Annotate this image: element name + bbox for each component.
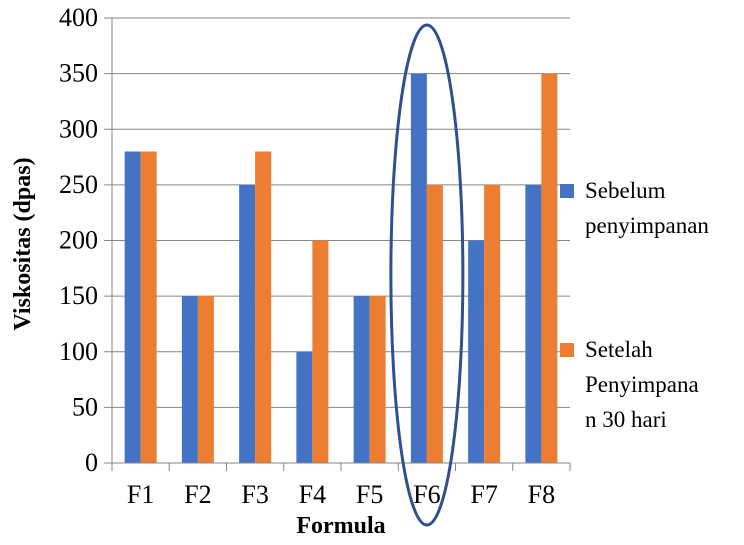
y-tick-label: 200 bbox=[59, 226, 98, 255]
y-tick-label: 50 bbox=[72, 392, 98, 421]
bar-f1-series-2 bbox=[140, 151, 157, 463]
legend: Sebelum penyimpanan Setelah Penyimpana n 30 … bbox=[560, 178, 709, 432]
bar-f3-series-1 bbox=[239, 184, 256, 463]
y-tick-label: 0 bbox=[85, 448, 98, 477]
y-tick-label: 100 bbox=[59, 337, 98, 366]
gridlines bbox=[112, 17, 570, 408]
x-tick-label-f3: F3 bbox=[241, 480, 268, 509]
bar-f4-series-2 bbox=[312, 240, 329, 463]
highlight-ellipse-f6 bbox=[389, 23, 465, 527]
bar-f8-series-2 bbox=[541, 73, 558, 463]
y-tick-label: 150 bbox=[59, 281, 98, 310]
legend-label-series-2: n 30 hari bbox=[585, 407, 667, 432]
bar-f8-series-1 bbox=[525, 184, 542, 463]
y-tick-label: 300 bbox=[59, 114, 98, 143]
bar-f2-series-2 bbox=[197, 296, 214, 463]
axes bbox=[104, 17, 571, 471]
x-tick-label-f2: F2 bbox=[184, 480, 211, 509]
bar-f7-series-2 bbox=[484, 184, 501, 463]
legend-label-series-1: Sebelum bbox=[585, 178, 666, 203]
bar-f1-series-1 bbox=[124, 151, 141, 463]
bar-f6-series-2 bbox=[426, 184, 443, 463]
bar-f6-series-1 bbox=[410, 73, 427, 463]
legend-swatch-series-2 bbox=[560, 343, 574, 357]
legend-label-series-1: penyimpanan bbox=[585, 213, 709, 238]
legend-swatch-series-1 bbox=[560, 184, 574, 198]
y-tick-label: 400 bbox=[59, 3, 98, 32]
x-tick-label-f1: F1 bbox=[127, 480, 154, 509]
bar-f5-series-2 bbox=[369, 296, 386, 463]
y-tick-label: 250 bbox=[59, 170, 98, 199]
bar-f2-series-1 bbox=[181, 296, 198, 463]
legend-label-series-2: Setelah bbox=[585, 337, 653, 362]
y-tick-label: 350 bbox=[59, 59, 98, 88]
legend-label-series-2: Penyimpana bbox=[585, 372, 699, 397]
bar-f4-series-1 bbox=[296, 351, 313, 463]
x-tick-label-f7: F7 bbox=[470, 480, 497, 509]
highlight bbox=[389, 23, 465, 527]
x-tick-label-f8: F8 bbox=[528, 480, 555, 509]
x-tick-label-f4: F4 bbox=[299, 480, 326, 509]
bar-f5-series-1 bbox=[353, 296, 370, 463]
tick-labels: 0 50 100 150 200 250 300 350 400 F1 F2 F3 F4 F5 F6 F7 F8 bbox=[59, 3, 555, 509]
x-tick-label-f5: F5 bbox=[356, 480, 383, 509]
bars bbox=[124, 73, 558, 463]
x-tick-label-f6: F6 bbox=[413, 480, 440, 509]
bar-f3-series-2 bbox=[255, 151, 272, 463]
bar-f7-series-1 bbox=[468, 240, 485, 463]
x-axis-title: Formula bbox=[296, 513, 385, 539]
y-axis-title: Viskositas (dpas) bbox=[10, 157, 36, 330]
